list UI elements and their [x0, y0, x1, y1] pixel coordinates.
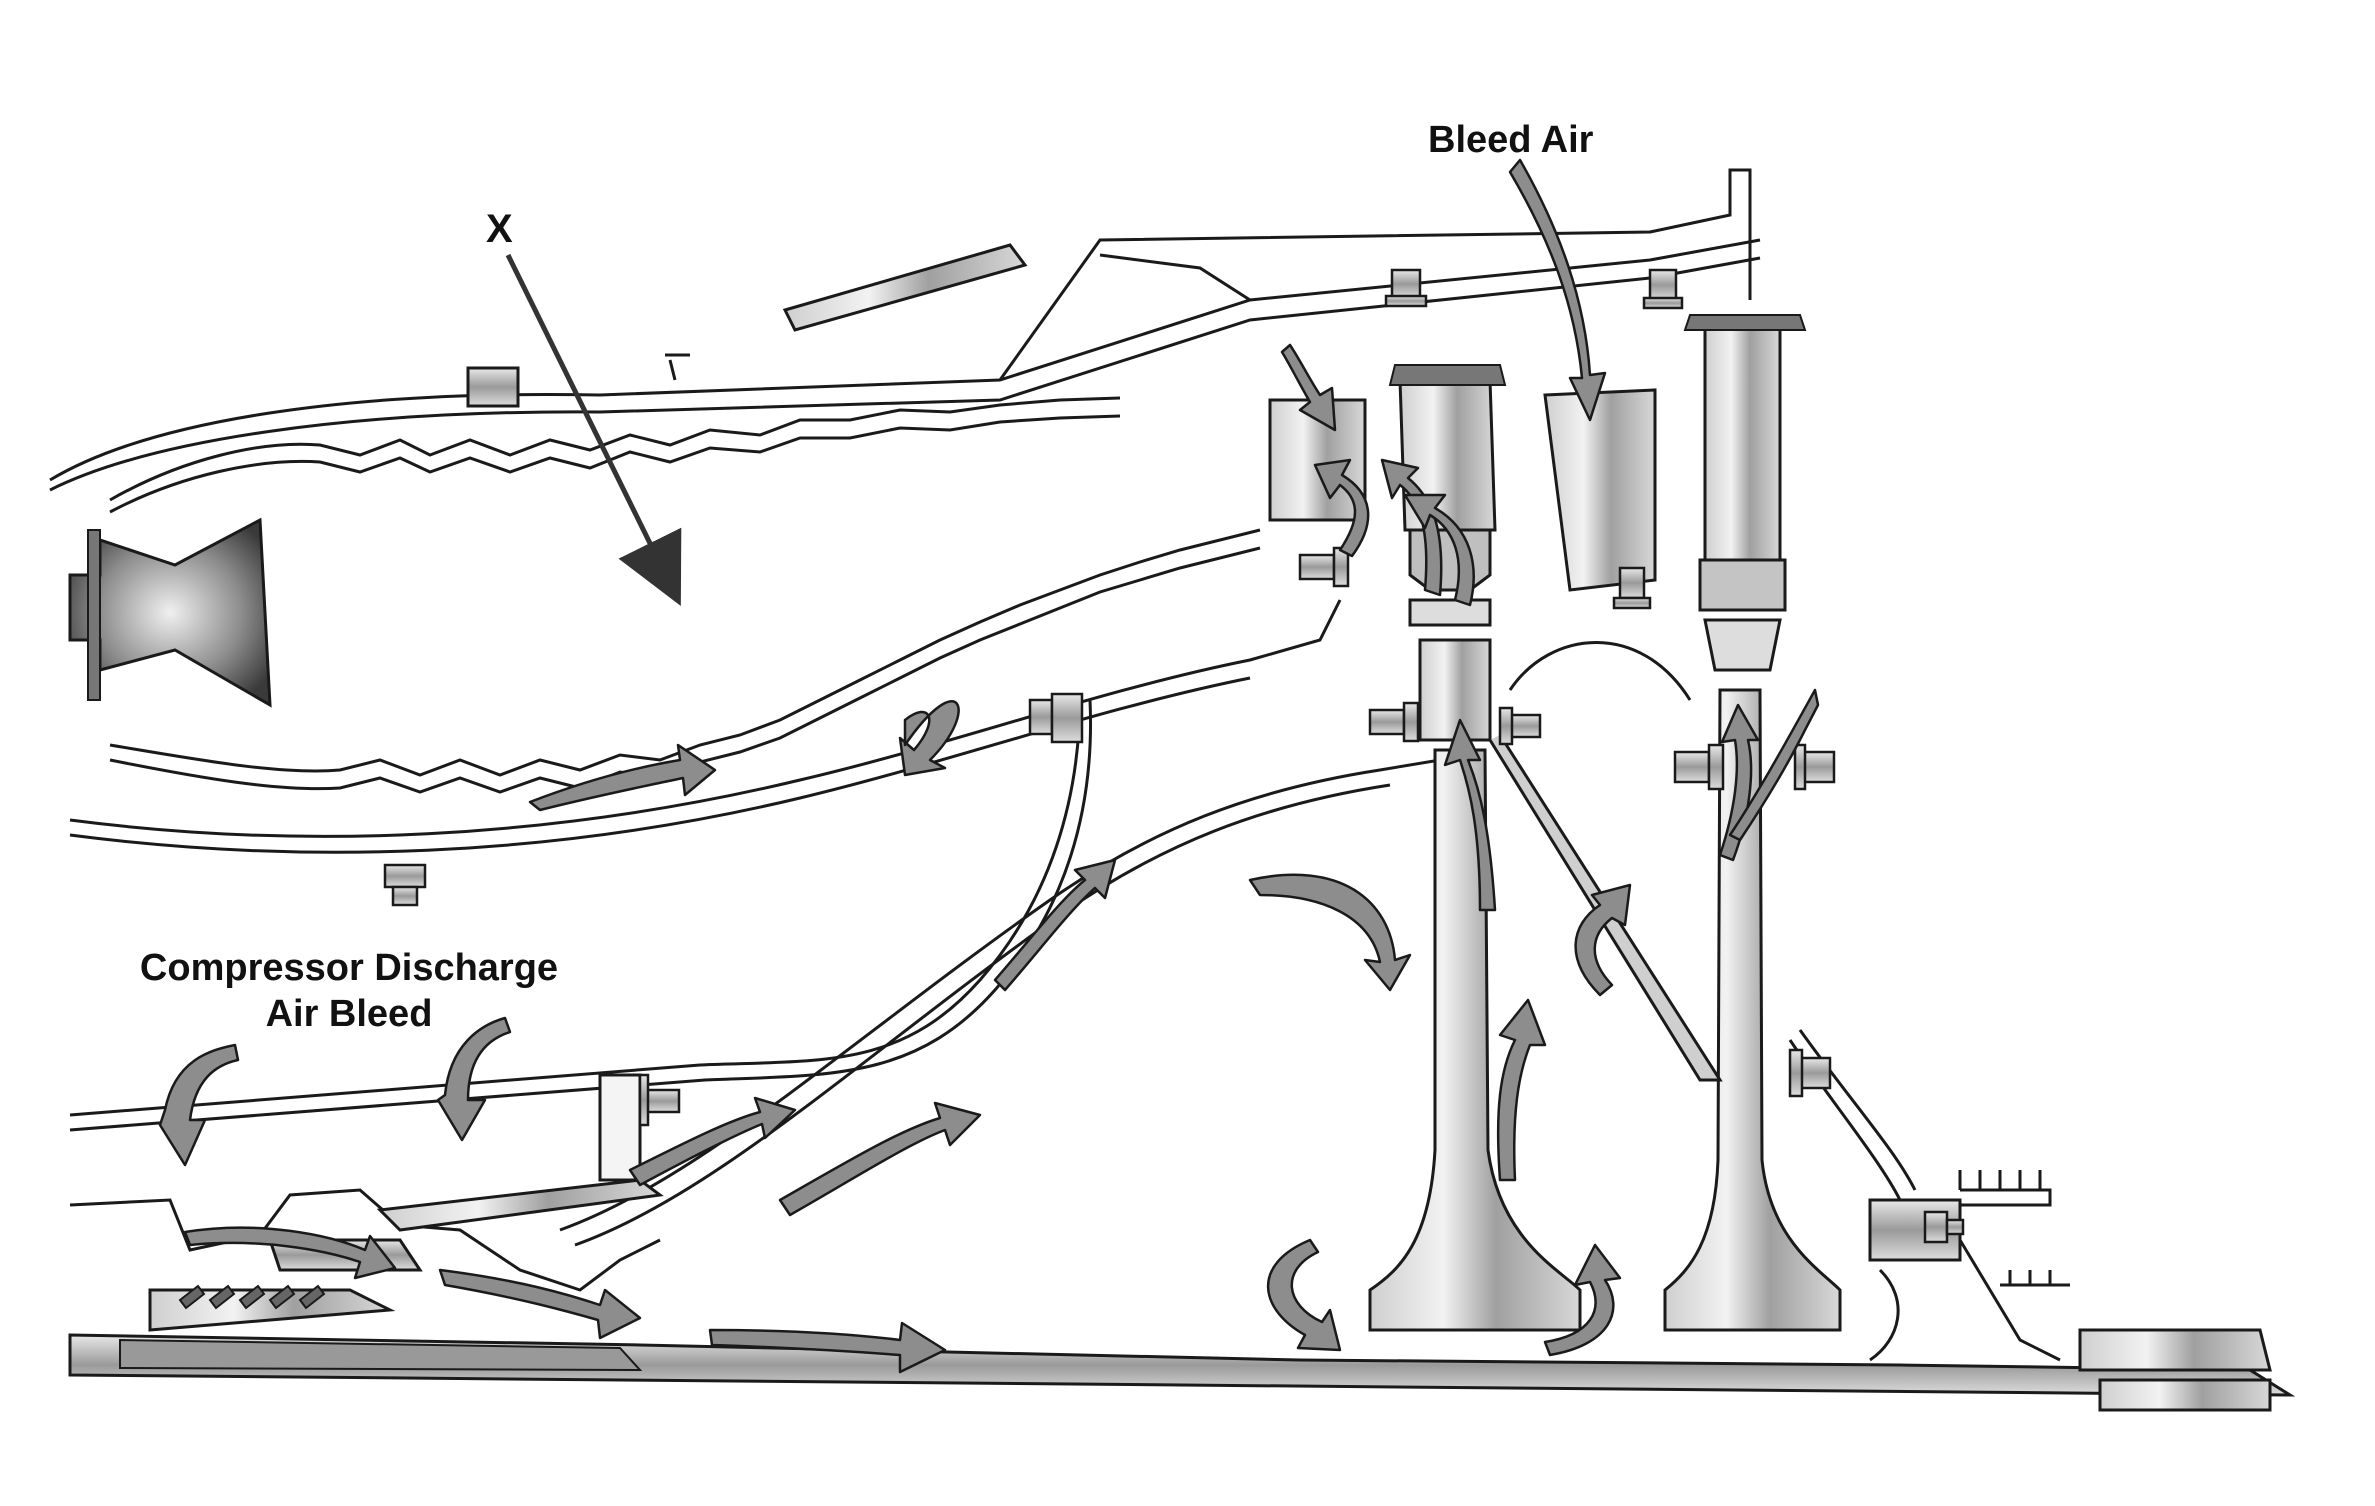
flow-arrow-icon: [1728, 688, 1820, 842]
bolt-icons: [383, 268, 1965, 1244]
flow-arrow-icon: [778, 1101, 982, 1217]
fuel-nozzle: [68, 517, 272, 708]
flow-arrow-icon: [1574, 883, 1632, 997]
flow-arrow-icon: [1248, 873, 1412, 992]
label-compressor-discharge-air-bleed: Compressor Discharge Air Bleed: [114, 946, 584, 1037]
flow-arrows: [158, 158, 1820, 1374]
flow-arrow-icon: [1380, 458, 1443, 597]
flow-arrow-icon: [628, 1096, 797, 1187]
bolt-icon: [1642, 268, 1684, 310]
flow-arrow-icon: [183, 1226, 397, 1280]
disk-arch: [1508, 641, 1692, 701]
turbine-disk-1: [1368, 364, 1582, 1332]
casing-boss: [466, 366, 520, 408]
bolt-icon: [638, 1073, 681, 1127]
combustion-liner: [109, 396, 1261, 794]
turbine-disk-2: [1663, 314, 1842, 1332]
flow-arrow-icon: [1266, 1238, 1342, 1352]
flow-arrow-icon: [898, 700, 960, 777]
flow-arrow-icon: [438, 1268, 642, 1340]
label-compressor-line2: Air Bleed: [265, 992, 433, 1035]
bolt-icon: [1923, 1210, 1965, 1244]
bolt-icon: [1298, 546, 1350, 588]
flow-arrow-icon: [1280, 343, 1337, 432]
flow-arrow-icon: [436, 1016, 512, 1142]
flow-arrow-icon: [1496, 998, 1547, 1182]
inner-walls: [69, 599, 1441, 1247]
bolt-icon: [1384, 268, 1428, 308]
bolt-icon: [1612, 566, 1652, 610]
compressor-section: [69, 1073, 664, 1332]
label-bleed-air: Bleed Air: [1428, 119, 1594, 161]
flow-arrow-icon: [1443, 718, 1497, 912]
outer-casing: [49, 168, 1761, 492]
flow-arrow-icon: [708, 1321, 947, 1374]
bolt-icon: [1788, 1048, 1832, 1098]
bolt-icon: [1498, 706, 1542, 746]
pointer-arrow-icon: [505, 253, 682, 606]
bolt-icon: [1673, 743, 1725, 791]
bolt-icon: [1368, 701, 1420, 743]
bolt-icon: [383, 863, 427, 907]
label-compressor-line1: Compressor Discharge: [139, 947, 559, 989]
flow-arrow-icon: [1508, 158, 1607, 422]
compressor-vanes: [178, 1284, 326, 1310]
main-shaft: [68, 1328, 2296, 1412]
flow-arrow-icon: [528, 743, 717, 812]
flow-arrow-icon: [993, 858, 1117, 992]
casing-plate: [782, 243, 1028, 332]
flow-arrow-icon: [1403, 493, 1475, 607]
label-x-marker: X: [486, 207, 513, 251]
flow-arrow-icon: [1543, 1243, 1622, 1357]
flow-arrow-icon: [158, 1043, 240, 1167]
bolt-icon: [1793, 743, 1836, 791]
bolt-icon: [1028, 692, 1084, 744]
flow-arrow-icon: [1313, 458, 1370, 558]
